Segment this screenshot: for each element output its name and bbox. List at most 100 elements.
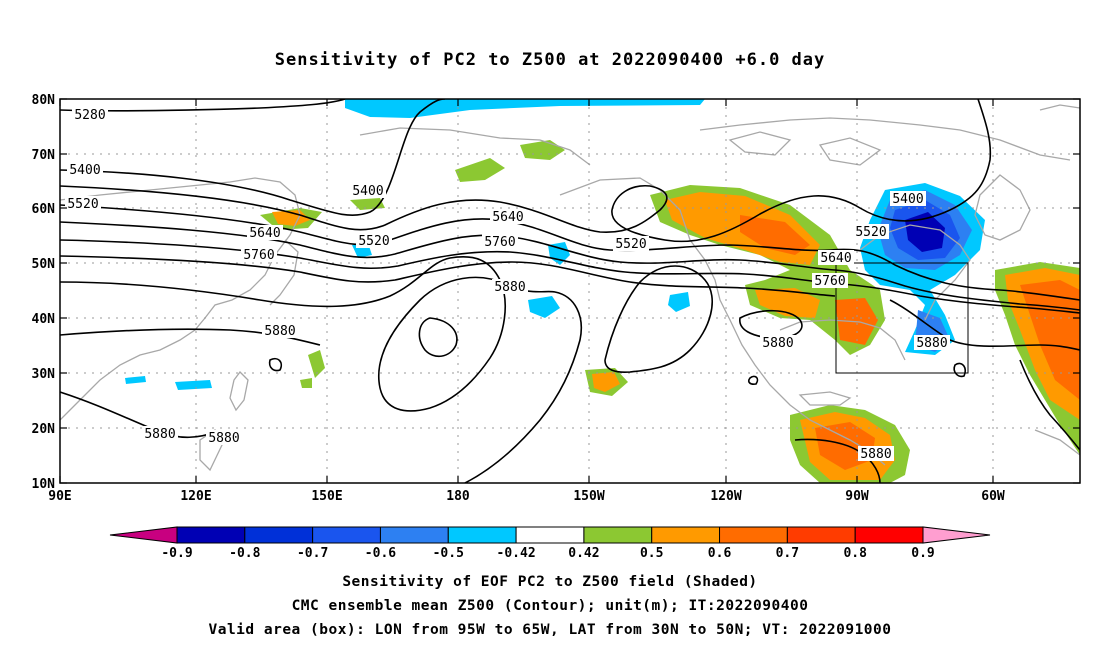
contour-label: 5640 [492, 210, 523, 225]
contour-label-bg [853, 224, 889, 239]
contour-label-bg [356, 233, 392, 248]
contour-label: 5280 [74, 108, 105, 123]
lon-label: 150W [573, 489, 604, 504]
z500-contours [60, 99, 1080, 483]
coastlines [60, 104, 1080, 472]
lon-label: 120W [710, 489, 741, 504]
contour-label: 5400 [352, 184, 383, 199]
contour-label: 5520 [67, 197, 98, 212]
contour-label-bg [613, 236, 649, 251]
latitude-labels: 80N 70N 60N 50N 40N 30N 20N 10N [32, 93, 56, 492]
contour-label: 5640 [820, 251, 851, 266]
contour-label-bg [142, 426, 178, 441]
colorbar-tick-label: -0.9 [161, 546, 192, 561]
axis-ticks [59, 98, 1080, 484]
contour-label-bg [72, 107, 108, 122]
graticule [60, 99, 1080, 483]
contour-label: 5400 [892, 192, 923, 207]
colorbar-tick-label: 0.42 [568, 546, 599, 561]
contour-label: 5520 [358, 234, 389, 249]
contour-label-bg [206, 430, 242, 445]
contour-label: 5880 [494, 280, 525, 295]
colorbar-segment [583, 526, 653, 544]
contour-label: 5880 [144, 427, 175, 442]
longitude-labels: 90E 120E 150E 180 150W 120W 90W 60W [48, 489, 1005, 504]
contour-label: 5880 [264, 324, 295, 339]
lat-label: 20N [32, 422, 56, 437]
colorbar-segment [719, 526, 788, 544]
contour-label-bg [262, 323, 298, 338]
caption-line-3: Valid area (box): LON from 95W to 65W, L… [208, 622, 892, 638]
contour-label-bg [818, 250, 854, 265]
contour-label: 5880 [762, 336, 793, 351]
contour-label-bg [760, 335, 796, 350]
lat-label: 40N [32, 312, 56, 327]
colorbar-segment [515, 526, 585, 544]
contour-label: 5400 [69, 163, 100, 178]
lon-label: 150E [311, 489, 342, 504]
contour-label: 5760 [243, 248, 274, 263]
contour-label-bg [492, 279, 528, 294]
colorbar-segment [651, 526, 721, 544]
contour-label-bg [812, 273, 848, 288]
contour-label-bg [858, 446, 894, 461]
contour-label: 5880 [860, 447, 891, 462]
lat-label: 80N [32, 93, 56, 108]
colorbar-segment [447, 526, 517, 544]
colorbar-segment [176, 526, 246, 544]
contour-label: 5640 [249, 226, 280, 241]
contour-label-bg [241, 247, 277, 262]
colorbar-right-triangle [922, 526, 991, 544]
colorbar-segment [786, 526, 856, 544]
colorbar: -0.9 -0.8 -0.7 -0.6 -0.5 -0.42 0.42 0.5 0.6 0.7 0.… [109, 526, 991, 561]
colorbar-tick-label: -0.6 [365, 546, 396, 561]
contour-label-bg [350, 183, 386, 198]
colorbar-segment [854, 526, 924, 544]
map-border [59, 98, 1081, 484]
contour-label: 5760 [484, 235, 515, 250]
contour-label-bg [482, 234, 518, 249]
lat-label: 10N [32, 477, 56, 492]
contour-label-bg [247, 225, 283, 240]
contour-label: 5760 [814, 274, 845, 289]
caption-line-2: CMC ensemble mean Z500 (Contour); unit(m… [291, 598, 809, 614]
colorbar-tick-label: 0.6 [708, 546, 732, 561]
colorbar-tick-label: 0.9 [911, 546, 934, 561]
contour-label-bg [65, 196, 101, 211]
lon-label: 180 [446, 489, 470, 504]
valid-area-box [835, 262, 969, 374]
map-title: Sensitivity of PC2 to Z500 at 2022090400… [274, 50, 826, 70]
sensitivity-shading [125, 99, 1080, 483]
colorbar-tick-label: 0.8 [843, 546, 867, 561]
contour-label-bg [914, 335, 950, 350]
lon-label: 90E [48, 489, 71, 504]
lat-label: 70N [32, 148, 56, 163]
colorbar-segment [312, 526, 381, 544]
colorbar-tick-label: -0.7 [297, 546, 328, 561]
colorbar-segment [244, 526, 314, 544]
contour-label-bg [890, 191, 926, 206]
colorbar-tick-label: -0.42 [497, 546, 536, 561]
colorbar-tick-label: 0.7 [776, 546, 799, 561]
lon-label: 90W [845, 489, 869, 504]
contour-label-bg [67, 162, 103, 177]
map-plot-area [60, 99, 1080, 483]
colorbar-tick-label: -0.8 [229, 546, 260, 561]
contour-label: 5880 [916, 336, 947, 351]
contour-labels: 5280 5400 5400 5400 5520 5520 5520 5520 5640 5640… [65, 107, 950, 462]
colorbar-tick-label: 0.5 [640, 546, 663, 561]
colorbar-segment [379, 526, 449, 544]
contour-label: 5520 [615, 237, 646, 252]
contour-label: 5520 [855, 225, 886, 240]
lat-label: 50N [32, 257, 56, 272]
lat-label: 60N [32, 202, 56, 217]
lon-label: 60W [981, 489, 1005, 504]
lat-label: 30N [32, 367, 56, 382]
colorbar-left-triangle [109, 526, 178, 544]
contour-label-bg [490, 209, 526, 224]
lon-label: 120E [180, 489, 211, 504]
caption-line-1: Sensitivity of EOF PC2 to Z500 field (Sh… [342, 574, 758, 590]
contour-label: 5880 [208, 431, 239, 446]
colorbar-tick-label: -0.5 [433, 546, 464, 561]
